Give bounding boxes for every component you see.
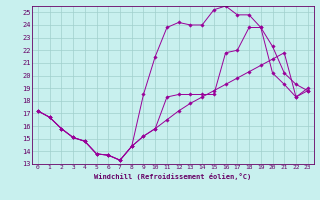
X-axis label: Windchill (Refroidissement éolien,°C): Windchill (Refroidissement éolien,°C)	[94, 173, 252, 180]
